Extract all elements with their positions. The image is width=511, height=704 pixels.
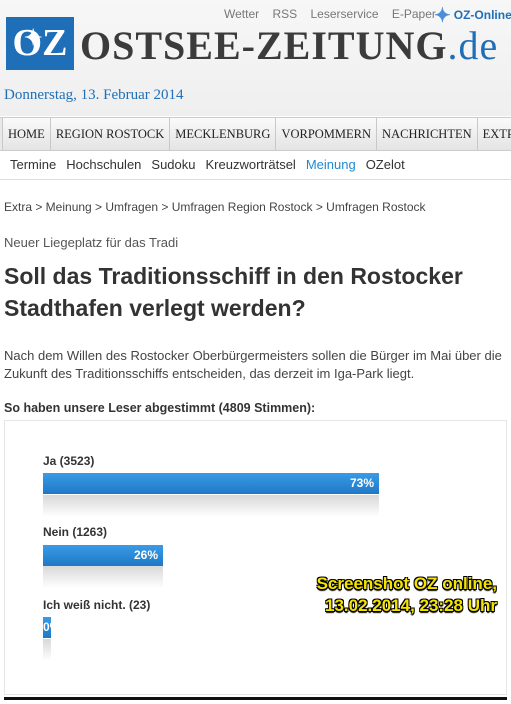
poll-bar: 26% (43, 545, 163, 566)
nav-tab-home[interactable]: HOME (2, 118, 51, 150)
nav-tab-mecklenburg[interactable]: MECKLENBURG (170, 118, 277, 150)
poll-option-label: Ja (3523) (43, 454, 95, 468)
poll-bar: 0% (43, 617, 51, 638)
nav-tab-region-rostock[interactable]: REGION ROSTOCK (50, 118, 171, 150)
nav-tab-vorpommern[interactable]: VORPOMMERN (276, 118, 378, 150)
oz-online-link[interactable]: ✦ OZ-Online (434, 3, 511, 28)
subnav-ozelot[interactable]: OZelot (365, 157, 405, 172)
poll-bar-shadow (43, 566, 163, 588)
poll-option-label: Nein (1263) (43, 525, 108, 539)
top-link-leserservice[interactable]: Leserservice (310, 7, 379, 21)
poll-option-label: Ich weiß nicht. (23) (43, 598, 151, 612)
main-nav: HOME REGION ROSTOCK MECKLENBURG VORPOMMERN N… (0, 117, 511, 151)
nav-tab-extra[interactable]: EXTRA (477, 118, 511, 150)
site-name: OSTSEE-ZEITUNG (80, 23, 448, 68)
logo[interactable]: ✦ OZ (6, 17, 74, 70)
article-kicker: Neuer Liegeplatz für das Tradi (4, 235, 179, 250)
nav-tab-nachrichten[interactable]: NACHRICHTEN (377, 118, 478, 150)
star-icon: ✦ (434, 5, 451, 27)
top-link-wetter[interactable]: Wetter (224, 7, 260, 21)
site-wordmark[interactable]: OSTSEE-ZEITUNG.de (80, 26, 498, 66)
top-link-epaper[interactable]: E-Paper (391, 7, 436, 21)
current-date: Donnerstag, 13. Februar 2014 (4, 87, 184, 103)
poll-heading: So haben unsere Leser abgestimmt (4809 S… (4, 401, 316, 415)
subnav-hochschulen[interactable]: Hochschulen (66, 157, 142, 172)
top-link-rss[interactable]: RSS (272, 7, 298, 21)
subnav-sudoku[interactable]: Sudoku (151, 157, 196, 172)
article-headline: Soll das Traditionsschiff in den Rostock… (4, 263, 463, 321)
masthead: Wetter RSS Leserservice E-Paper ✦ OZ-Onli… (0, 0, 511, 116)
site-tld: .de (447, 23, 499, 68)
watermark-line-1: Screenshot OZ online, (316, 574, 497, 593)
poll-bar-shadow (43, 495, 379, 517)
poll-results: Ja (3523) 73% Nein (1263) 26% Ich weiß n… (4, 420, 507, 695)
divider (4, 697, 507, 700)
screenshot-watermark: Screenshot OZ online, 13.02.2014, 23:28 … (262, 573, 497, 617)
sub-nav: Termine Hochschulen Sudoku Kreuzworträtsel M… (0, 152, 511, 180)
poll-bar-shadow (43, 639, 51, 661)
watermark-line-2: 13.02.2014, 23:28 Uhr (324, 596, 497, 615)
oz-online-label: OZ-Online (453, 8, 511, 22)
subnav-termine[interactable]: Termine (10, 157, 57, 172)
article-intro: Nach dem Willen des Rostocker Oberbürger… (4, 348, 502, 381)
star-icon: ✦ (24, 25, 43, 50)
poll-bar: 73% (43, 473, 379, 494)
subnav-meinung[interactable]: Meinung (305, 157, 356, 172)
logo-text: OZ (12, 22, 68, 64)
top-links: Wetter RSS Leserservice E-Paper (224, 7, 446, 21)
breadcrumb[interactable]: Extra > Meinung > Umfragen > Umfragen Re… (4, 200, 426, 214)
subnav-kreuzwortraetsel[interactable]: Kreuzworträtsel (205, 157, 296, 172)
